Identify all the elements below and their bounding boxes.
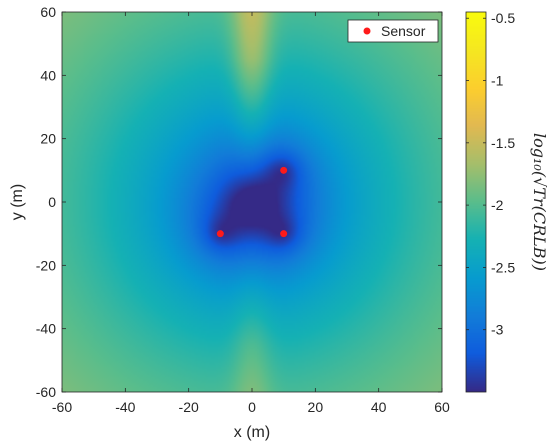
colorbar-frame	[465, 11, 487, 393]
y-tick-label: -20	[36, 257, 56, 273]
x-tick-label: 20	[308, 399, 324, 415]
colorbar-tick-label: -2.5	[491, 259, 515, 275]
y-tick-label: -40	[36, 321, 56, 337]
x-tick-label: 40	[371, 399, 387, 415]
sensor-point	[280, 166, 288, 174]
y-tick-label: 40	[40, 67, 56, 83]
colorbar-tick-label: -1	[491, 73, 504, 89]
colorbar-tick-label: -2	[491, 197, 504, 213]
legend-marker	[363, 27, 371, 35]
sensor-point	[216, 230, 224, 238]
legend-entry-sensor: Sensor	[381, 23, 426, 39]
y-axis-ticks: -60 -40 -20 0 20 40 60	[36, 4, 442, 400]
colorbar-tick-label: -1.5	[491, 135, 515, 151]
colorbar-tick-label: -0.5	[491, 10, 515, 26]
x-axis-ticks: -60 -40 -20 0 20 40 60	[52, 12, 450, 415]
x-tick-label: 60	[434, 399, 450, 415]
y-axis-label: y (m)	[9, 184, 26, 220]
plot-area	[62, 12, 442, 392]
x-axis-label: x (m)	[234, 424, 270, 441]
sensor-point	[280, 230, 288, 238]
colorbar-ticks: -3 -2.5 -2 -1.5 -1 -0.5	[466, 10, 515, 338]
y-tick-label: -60	[36, 384, 56, 400]
colorbar-tick-label: -3	[491, 322, 504, 338]
y-tick-label: 60	[40, 4, 56, 20]
x-tick-label: -20	[179, 399, 199, 415]
colorbar: -3 -2.5 -2 -1.5 -1 -0.5 log₁₀(√Tr(CRLB))	[465, 10, 549, 393]
x-tick-label: -40	[115, 399, 135, 415]
y-tick-label: 0	[48, 194, 56, 210]
x-tick-label: -60	[52, 399, 72, 415]
y-tick-label: 20	[40, 131, 56, 147]
colorbar-label: log₁₀(√Tr(CRLB))	[530, 133, 549, 271]
legend: Sensor	[347, 19, 439, 43]
x-tick-label: 0	[248, 399, 256, 415]
heatmap-image	[62, 12, 442, 392]
legend-box	[347, 19, 439, 43]
colorbar-gradient	[466, 12, 486, 392]
sensor-markers	[216, 166, 288, 238]
